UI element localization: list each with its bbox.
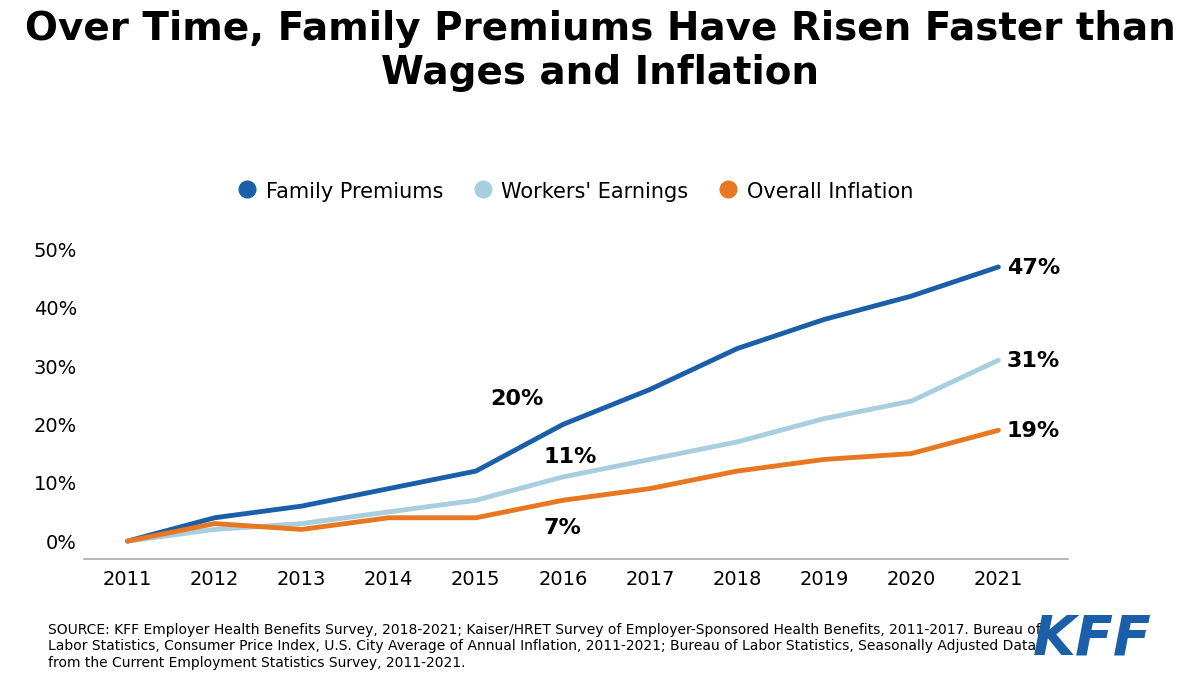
Text: 20%: 20% [491, 389, 544, 409]
Text: 19%: 19% [1007, 421, 1060, 441]
Text: 31%: 31% [1007, 351, 1060, 371]
Text: 11%: 11% [544, 447, 596, 467]
Legend: Family Premiums, Workers' Earnings, Overall Inflation: Family Premiums, Workers' Earnings, Over… [230, 172, 922, 210]
Text: 47%: 47% [1007, 258, 1060, 278]
Text: SOURCE: KFF Employer Health Benefits Survey, 2018-2021; Kaiser/HRET Survey of Em: SOURCE: KFF Employer Health Benefits Sur… [48, 623, 1040, 670]
Text: Over Time, Family Premiums Have Risen Faster than
Wages and Inflation: Over Time, Family Premiums Have Risen Fa… [25, 10, 1175, 92]
Text: KFF: KFF [1033, 612, 1151, 666]
Text: 7%: 7% [544, 518, 581, 538]
